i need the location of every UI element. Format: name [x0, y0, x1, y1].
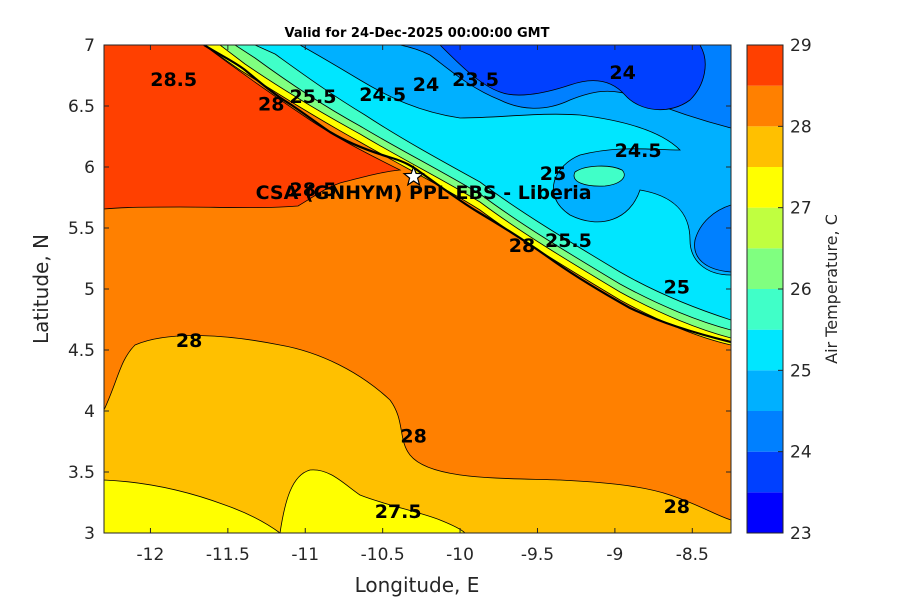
colorbar-segment [747, 411, 783, 452]
x-axis-label: Longitude, E [355, 573, 480, 597]
x-tick-label: -11 [291, 545, 319, 565]
colorbar-segment [747, 126, 783, 167]
contour-label: 25.5 [545, 230, 592, 252]
field-band-28-5 [104, 45, 402, 210]
colorbar-tick-label: 27 [790, 199, 812, 219]
station-label: CSA (GNHYM) PPL EBS - Liberia [256, 182, 592, 204]
colorbar-tick-label: 24 [790, 443, 812, 463]
contour-label: 28 [400, 425, 426, 447]
y-tick-label: 5 [84, 280, 95, 300]
contour-label: 27.5 [375, 501, 422, 523]
contour-label: 28.5 [290, 179, 337, 201]
colorbar: 23 24 25 26 27 28 29 [746, 36, 812, 544]
x-axis: -12 -11.5 -11 -10.5 -10 -9.5 -9 -8.5 [137, 45, 709, 565]
contour-label: 25 [664, 277, 690, 299]
x-tick-label: -11.5 [206, 545, 250, 565]
colorbar-segment [747, 207, 783, 249]
colorbar-tick-label: 23 [790, 524, 812, 544]
field-band-24-east [694, 204, 731, 273]
contour-label: 24.5 [359, 84, 406, 106]
field-band-27-5 [104, 335, 731, 533]
x-tick-label: -10 [446, 545, 474, 565]
y-tick-label: 4.5 [68, 341, 95, 361]
y-tick-label: 6.5 [68, 97, 95, 117]
contour-label: 25.5 [290, 86, 337, 108]
x-tick-label: -8.5 [676, 545, 709, 565]
y-tick-label: 5.5 [68, 219, 95, 239]
y-tick-label: 3 [84, 524, 95, 544]
colorbar-tick-label: 26 [790, 280, 812, 300]
contour-label: 24.5 [615, 140, 662, 162]
colorbar-segment [747, 45, 783, 86]
colorbar-segment [747, 370, 783, 411]
contour-label: 28 [664, 496, 690, 518]
colorbar-tick-label: 29 [790, 36, 812, 56]
y-axis: 3 3.5 4 4.5 5 5.5 6 6.5 7 [68, 36, 731, 544]
colorbar-segment [747, 167, 783, 208]
colorbar-segment [747, 492, 783, 533]
contour-label: 28.5 [150, 69, 197, 91]
contour-label: 24 [413, 74, 439, 96]
x-tick-label: -12 [137, 545, 165, 565]
field-band-25-5-island [573, 165, 625, 187]
colorbar-segment [747, 248, 783, 289]
y-tick-label: 4 [84, 402, 95, 422]
y-tick-label: 7 [84, 36, 95, 56]
contour-labels: 28.5 28 28 28 27.5 24.5 24 23.5 24 24.5 25 25 25.5 25… [150, 62, 690, 523]
contour-label: 24 [609, 62, 635, 84]
field-band-27 [104, 479, 281, 533]
y-tick-label: 3.5 [68, 463, 95, 483]
field-band-27-south [279, 469, 466, 533]
x-tick-label: -9.5 [521, 545, 554, 565]
plot-area [104, 45, 731, 533]
y-tick-label: 6 [84, 158, 95, 178]
colorbar-tick-label: 25 [790, 361, 812, 381]
contour-label: 28 [509, 235, 535, 257]
station-marker: CSA (GNHYM) PPL EBS - Liberia [256, 165, 592, 204]
field-band-24-5 [299, 45, 731, 276]
chart-title: Valid for 24-Dec-2025 00:00:00 GMT [285, 26, 550, 41]
x-tick-label: -10.5 [361, 545, 405, 565]
colorbar-label: Air Temperature, C [822, 214, 841, 364]
colorbar-segment [747, 329, 783, 371]
colorbar-tick-label: 28 [790, 117, 812, 137]
contour-label: 25 [540, 163, 566, 185]
y-axis-label: Latitude, N [29, 234, 53, 344]
coastline [203, 45, 731, 344]
field-band-23-5 [439, 45, 706, 111]
contour-label: 28 [258, 94, 284, 116]
station-star-icon [402, 165, 425, 187]
contour-label: 23.5 [452, 69, 499, 91]
contour-label: 28 [176, 330, 202, 352]
colorbar-segment [747, 85, 783, 127]
colorbar-segment [747, 289, 783, 330]
x-tick-label: -9 [606, 545, 623, 565]
colorbar-segment [747, 451, 783, 493]
